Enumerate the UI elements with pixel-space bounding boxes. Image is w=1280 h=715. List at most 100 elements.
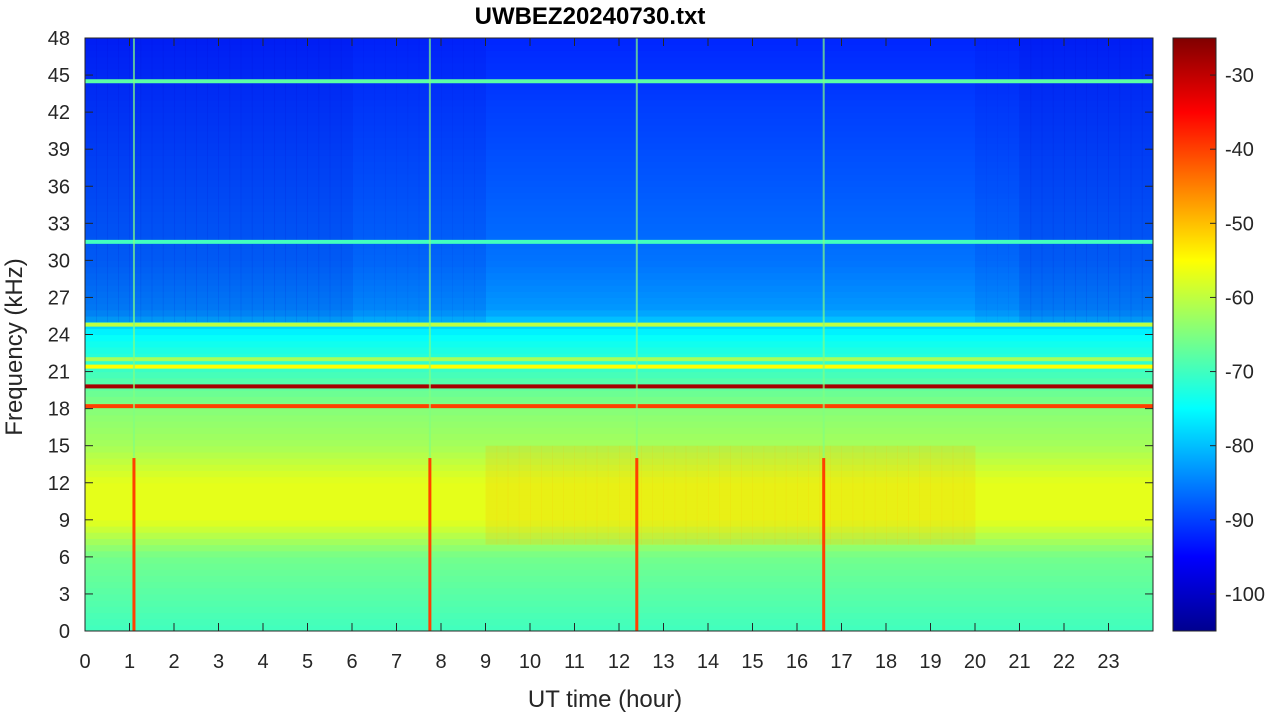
spectrum-band <box>85 136 1153 144</box>
broadband-event <box>428 458 432 631</box>
colorbar-tick-label: -80 <box>1225 436 1254 458</box>
broadband-event <box>635 458 639 631</box>
narrowband-line <box>85 357 1153 362</box>
spectrum-band <box>85 513 1153 521</box>
spectrum-band <box>85 365 1153 373</box>
spectrum-band <box>85 285 1153 292</box>
day-column <box>685 445 698 545</box>
spectrum-band <box>85 353 1153 360</box>
spectrum-band <box>85 445 1153 453</box>
spectrum-band <box>85 68 1153 76</box>
spectrum-band <box>85 167 1153 175</box>
spectrum-band <box>85 192 1153 200</box>
spectrum-band <box>85 451 1153 459</box>
day-column <box>563 445 575 545</box>
y-tick-label: 18 <box>48 399 70 421</box>
spectrum-band <box>85 130 1153 138</box>
broadband-event-upper <box>132 38 135 459</box>
day-column <box>730 445 742 545</box>
spectrum-band <box>85 223 1153 231</box>
colorbar <box>1172 37 1217 632</box>
day-column <box>530 445 542 545</box>
broadband-events <box>132 38 826 631</box>
y-tick-label: 27 <box>48 287 70 309</box>
day-column <box>774 445 787 545</box>
x-tick-label: 17 <box>830 651 852 673</box>
y-tick-label: 3 <box>59 584 70 606</box>
spectrum-band <box>85 340 1153 348</box>
x-tick-label: 7 <box>391 651 402 673</box>
x-tick-label: 19 <box>919 651 941 673</box>
x-tick-label: 18 <box>875 651 897 673</box>
spectrum-band <box>85 396 1153 404</box>
colorbar-ticks: -100 -90 -80 -70 -60 -50 -40 -30 <box>1210 65 1265 606</box>
spectrum-band <box>85 501 1153 509</box>
night-column <box>997 38 1009 323</box>
night-column <box>975 38 987 323</box>
spectrum-band <box>85 155 1153 163</box>
x-tick-label: 15 <box>741 651 763 673</box>
colorbar-tick-label: -100 <box>1225 584 1265 606</box>
day-column <box>886 445 898 545</box>
spectrum-band <box>85 507 1153 515</box>
spectrum-band <box>85 476 1153 484</box>
spectrum-band <box>85 563 1153 570</box>
x-tick-label: 14 <box>697 651 719 673</box>
broadband-event-upper <box>822 38 825 459</box>
narrowband-line <box>85 239 1153 244</box>
spectrum-band <box>85 217 1153 224</box>
night-column <box>85 38 97 323</box>
spectrum-band <box>85 544 1153 552</box>
colorbar-tick-label: -40 <box>1225 139 1254 161</box>
spectrum-band <box>85 161 1153 169</box>
spectrum-band <box>85 248 1153 255</box>
spectrum-band <box>85 581 1153 589</box>
day-column <box>897 445 909 545</box>
day-column <box>852 445 865 545</box>
narrowband-line <box>85 364 1153 369</box>
x-tick-label: 13 <box>652 651 674 673</box>
night-column <box>1064 38 1076 323</box>
x-tick-label: 3 <box>213 651 224 673</box>
narrowband-line <box>85 384 1153 389</box>
night-column <box>1108 38 1121 323</box>
narrowband-line <box>85 79 1153 84</box>
night-column <box>207 38 219 323</box>
y-tick-label: 12 <box>48 473 70 495</box>
y-tick-label: 24 <box>48 325 70 347</box>
spectrum-band <box>85 297 1153 305</box>
spectrum-band <box>85 93 1153 101</box>
y-tick-label: 30 <box>48 250 70 272</box>
day-column <box>496 445 509 545</box>
spectrum-band <box>85 433 1153 441</box>
night-column <box>218 38 231 323</box>
spectrum-band <box>85 235 1153 243</box>
x-tick-label: 0 <box>79 651 90 673</box>
spectrum-band <box>85 439 1153 447</box>
x-tick-label: 6 <box>346 651 357 673</box>
night-column <box>441 38 453 323</box>
day-column <box>763 445 776 545</box>
y-tick-label: 15 <box>48 436 70 458</box>
spectrum-band <box>85 606 1153 614</box>
spectrum-band <box>85 56 1153 64</box>
narrowband-lines <box>85 79 1153 409</box>
night-column <box>1041 38 1054 323</box>
spectrum-band <box>85 143 1153 150</box>
night-column <box>185 38 197 323</box>
spectrum-band <box>85 575 1153 583</box>
spectrum-band <box>85 241 1153 249</box>
x-tick-label: 16 <box>786 651 808 673</box>
spectrum-band <box>85 266 1153 274</box>
night-column <box>1008 38 1020 323</box>
day-column <box>663 445 676 545</box>
broadband-event <box>822 458 826 631</box>
day-column <box>596 445 609 545</box>
y-tick-label: 48 <box>48 28 70 50</box>
night-column <box>118 38 130 323</box>
spectrum-band <box>85 180 1153 187</box>
night-column <box>429 38 442 323</box>
day-column <box>541 445 553 545</box>
broadband-event <box>132 458 136 631</box>
